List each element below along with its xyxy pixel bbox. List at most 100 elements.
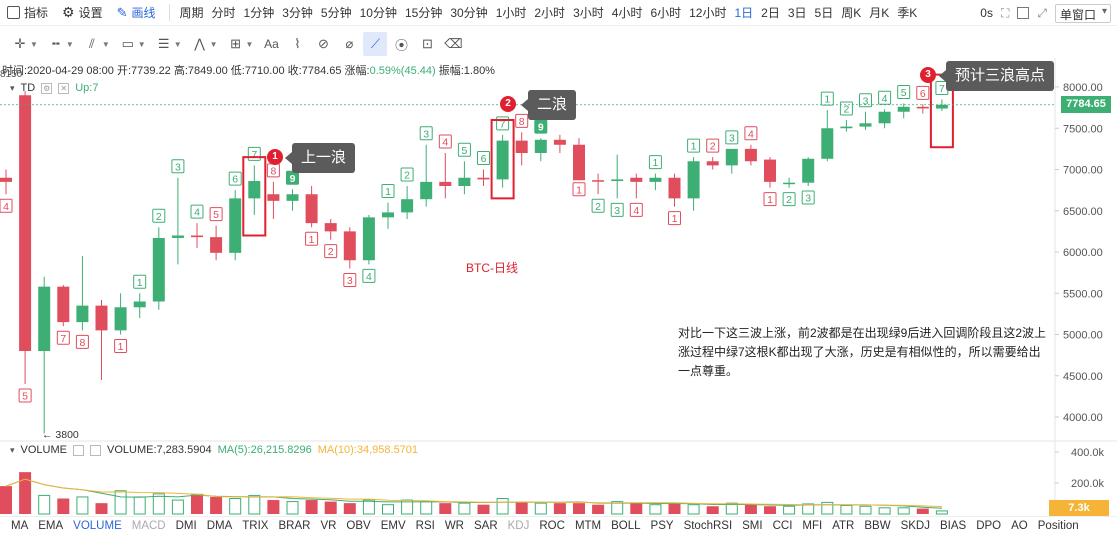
period-option[interactable]: 1日 bbox=[734, 6, 754, 20]
chevron-down-icon[interactable]: ▼ bbox=[30, 39, 38, 49]
close-icon[interactable] bbox=[90, 444, 101, 456]
candle-body bbox=[859, 123, 872, 127]
period-option[interactable]: 12小时 bbox=[689, 6, 727, 20]
indicator-tab-atr[interactable]: ATR bbox=[832, 520, 855, 532]
expand-icon[interactable]: ⤢ bbox=[1037, 5, 1047, 20]
indicator-tab-psy[interactable]: PSY bbox=[650, 520, 674, 532]
period-option[interactable]: 周K bbox=[841, 6, 862, 20]
lock-icon[interactable]: ⊡ bbox=[422, 36, 433, 51]
indicator-tab-mfi[interactable]: MFI bbox=[802, 520, 823, 532]
indicator-tab-ma[interactable]: MA bbox=[11, 520, 29, 532]
indicator-tab-kdj[interactable]: KDJ bbox=[507, 520, 530, 532]
candle-body bbox=[420, 181, 433, 200]
crosshair-icon[interactable]: ✛ bbox=[14, 36, 26, 51]
collapse-icon[interactable]: ▾ bbox=[10, 82, 15, 93]
td-count-label: 2 bbox=[404, 170, 410, 182]
period-option[interactable]: 4小时 bbox=[611, 6, 643, 20]
period-option[interactable]: 1分钟 bbox=[243, 6, 275, 20]
indicator-tab-boll[interactable]: BOLL bbox=[611, 520, 641, 532]
pencil-icon: ✎ bbox=[116, 4, 128, 20]
indicator-tab-dma[interactable]: DMA bbox=[206, 520, 233, 532]
close-icon[interactable]: ✕ bbox=[58, 82, 70, 94]
volume-bar bbox=[420, 501, 433, 515]
period-option[interactable]: 15分钟 bbox=[404, 6, 443, 20]
td-count-box bbox=[591, 198, 605, 213]
period-option[interactable]: 3小时 bbox=[573, 6, 604, 20]
layout-icon[interactable] bbox=[1017, 7, 1030, 19]
info-close: 收:7784.65 bbox=[287, 65, 342, 77]
text-icon[interactable]: Aa bbox=[264, 37, 279, 51]
indicator-tab-sar[interactable]: SAR bbox=[473, 520, 498, 532]
chevron-down-icon[interactable]: ▼ bbox=[209, 39, 218, 49]
indicator-tab-vr[interactable]: VR bbox=[320, 520, 337, 532]
indicator-tab-trix[interactable]: TRIX bbox=[242, 520, 269, 532]
last-volume-tag: 7.3k bbox=[1049, 500, 1109, 517]
chevron-down-icon[interactable]: ▼ bbox=[245, 39, 254, 49]
period-option[interactable]: 30分钟 bbox=[450, 6, 488, 20]
line-draw-icon[interactable]: ⟋ bbox=[363, 32, 388, 56]
period-option[interactable]: 2小时 bbox=[534, 6, 566, 20]
candle-body bbox=[343, 231, 356, 261]
settings-button[interactable]: ⚙ 设置 bbox=[62, 4, 103, 20]
indicator-tab-obv[interactable]: OBV bbox=[346, 520, 371, 532]
eye-icon[interactable]: ⦿ bbox=[394, 37, 408, 53]
period-option[interactable]: 3分钟 bbox=[282, 6, 313, 20]
chevron-down-icon[interactable]: ▼ bbox=[173, 39, 182, 49]
indicator-tab-ao[interactable]: AO bbox=[1011, 520, 1028, 532]
draw-button[interactable]: ✎ 画线 bbox=[116, 4, 156, 21]
rectangle-icon[interactable]: ▭ bbox=[121, 36, 134, 51]
fib-icon[interactable]: ☰ bbox=[157, 36, 170, 51]
magnet-icon[interactable]: ⊘ bbox=[318, 36, 329, 51]
indicator-tab-dpo[interactable]: DPO bbox=[976, 520, 1002, 532]
indicator-tab-mtm[interactable]: MTM bbox=[574, 520, 602, 532]
indicator-tab-stochrsi[interactable]: StochRSI bbox=[683, 520, 733, 532]
chevron-down-icon[interactable]: ▼ bbox=[101, 39, 110, 49]
volume-value: VOLUME:7,283.5904 bbox=[107, 444, 212, 456]
period-option[interactable]: 分时 bbox=[211, 6, 236, 20]
indicator-tab-smi[interactable]: SMI bbox=[742, 520, 763, 532]
indicator-tab-ema[interactable]: EMA bbox=[38, 520, 64, 532]
chevron-down-icon[interactable]: ▼ bbox=[65, 39, 74, 49]
indicator-tab-bbw[interactable]: BBW bbox=[864, 520, 891, 532]
period-option[interactable]: 10分钟 bbox=[359, 6, 397, 20]
period-option[interactable]: 2日 bbox=[761, 6, 780, 20]
period-option[interactable]: 月K bbox=[869, 6, 890, 20]
indicator-tab-emv[interactable]: EMV bbox=[380, 520, 406, 532]
period-option[interactable]: 5分钟 bbox=[320, 6, 352, 20]
indicator-tab-macd[interactable]: MACD bbox=[131, 520, 166, 532]
indicator-tab-bias[interactable]: BIAS bbox=[939, 520, 967, 532]
measure-icon[interactable]: ⊞ bbox=[230, 36, 241, 51]
period-option[interactable]: 3日 bbox=[787, 6, 807, 20]
indicator-tab-position[interactable]: Position bbox=[1037, 520, 1079, 532]
collapse-icon[interactable]: ▾ bbox=[10, 444, 15, 455]
td-count-box bbox=[763, 192, 777, 207]
indicator-tab-dmi[interactable]: DMI bbox=[175, 520, 197, 532]
volume-bar bbox=[859, 505, 872, 515]
wave-icon[interactable]: ⋀ bbox=[194, 36, 205, 51]
indicator-tab-wr[interactable]: WR bbox=[444, 520, 464, 532]
indicator-tab-cci[interactable]: CCI bbox=[772, 520, 793, 532]
fullscreen-icon[interactable]: ⛶ bbox=[1000, 5, 1010, 20]
indicator-tab-roc[interactable]: ROC bbox=[539, 520, 565, 532]
indicators-button[interactable]: 指标 bbox=[0, 0, 55, 26]
period-option[interactable]: 季K bbox=[897, 6, 918, 20]
indicator-tab-skdj[interactable]: SKDJ bbox=[900, 520, 930, 532]
chevron-down-icon[interactable]: ▼ bbox=[137, 39, 146, 49]
window-select[interactable]: 单窗口 bbox=[1054, 3, 1111, 23]
eraser-icon[interactable]: ⌀ bbox=[345, 36, 354, 51]
brush-icon[interactable]: ⌇ bbox=[294, 36, 301, 51]
trend-lines-icon[interactable]: ⫽ bbox=[88, 36, 95, 51]
period-option[interactable]: 5日 bbox=[814, 6, 834, 20]
settings-small-icon[interactable]: ⚙ bbox=[41, 82, 53, 94]
ruler-icon[interactable]: ╍ bbox=[52, 36, 60, 51]
indicator-tab-volume[interactable]: VOLUME bbox=[73, 520, 122, 532]
settings-small-icon[interactable] bbox=[73, 444, 84, 456]
indicator-tab-rsi[interactable]: RSI bbox=[415, 520, 435, 532]
period-option[interactable]: 1小时 bbox=[495, 6, 527, 20]
candle-body bbox=[897, 106, 910, 112]
period-option[interactable]: 6小时 bbox=[650, 6, 682, 20]
indicator-tab-brar[interactable]: BRAR bbox=[278, 520, 311, 532]
trash-icon[interactable]: ⌫ bbox=[444, 36, 463, 51]
td-count-label: 1 bbox=[767, 194, 773, 206]
